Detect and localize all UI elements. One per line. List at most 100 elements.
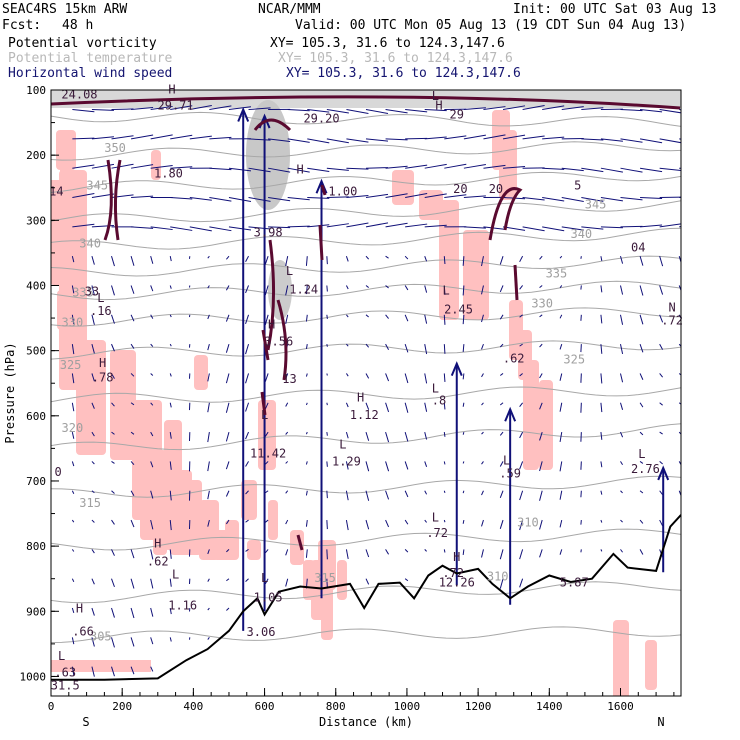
wind-arrow-256 [326,490,328,499]
wind-arrow-68 [130,343,135,349]
wind-arrow-243 [326,109,349,114]
wind-arrow-315 [404,285,409,291]
wind-arrow-380 [481,285,484,295]
wind-arrow-156 [207,637,210,640]
wind-arrow-447 [559,314,563,319]
wind-arrow-234 [305,344,308,350]
wind-arrow-500 [620,461,623,465]
wind-arrow-190 [245,548,249,552]
wind-arrow-493 [620,256,624,264]
wind-arrow-221 [285,461,289,464]
wind-arrow-139 [209,136,232,140]
wind-arrow-54 [111,519,115,525]
wind-arrow-239 [305,490,308,496]
wind-arrow-225 [285,578,289,587]
x-axis-label: Distance (km) [319,715,413,729]
wind-arrow-537 [679,138,681,140]
pv-label-3: 29.20 [303,112,339,126]
wind-arrow-510 [639,285,644,296]
wind-arrow-184 [245,373,250,384]
wind-arrow-210 [287,138,310,143]
wind-arrow-203 [264,431,269,437]
wind-arrow-191 [245,578,249,582]
pv-label-34: .8 [432,394,446,408]
wind-arrow-417 [519,402,524,407]
theta-label-9: 315 [314,571,336,585]
wind-arrow-282 [365,285,369,288]
wind-arrow-444 [561,226,584,231]
wind-arrow-47 [111,314,115,324]
wind-arrow-484 [600,461,603,468]
wind-arrow-308 [385,549,390,555]
wind-arrow-99 [150,666,154,672]
wind-arrow-490 [620,167,643,173]
theta-contour-4 [51,227,681,250]
wind-arrow-548 [678,461,681,466]
wind-arrow-424 [542,105,565,111]
theta-label-16: 345 [585,198,607,212]
y-tick-label-9: 1000 [20,670,47,683]
pv-label-58: 3.06 [247,625,276,639]
wind-arrow-164 [225,314,230,322]
wind-arrow-13 [71,490,75,494]
theta-label-1: 345 [86,179,108,193]
wind-arrow-46 [111,285,115,296]
pv-label-30: 13 [282,372,296,386]
pv-label-4: L [432,89,439,103]
wind-arrow-42 [111,163,134,169]
wind-arrow-20 [91,109,114,111]
wind-arrow-517 [639,490,644,494]
wind-arrow-352 [443,402,446,410]
wind-arrow-264 [346,222,369,228]
pv-contour-2 [266,239,288,381]
wind-arrow-506 [639,167,663,173]
theta-contour-9 [51,386,681,403]
wind-arrow-513 [639,373,644,380]
wind-arrow-368 [462,402,465,407]
pv-label-33: L [432,381,439,395]
wind-arrow-525 [659,256,664,267]
wind-arrow-416 [519,373,523,377]
pv-label-22: 2.45 [444,303,473,317]
pv-label-32: 1.12 [350,408,379,422]
pv-label-31: H [357,390,364,404]
wind-arrow-295 [385,165,408,169]
wind-arrow-453 [559,490,563,500]
wind-arrow-201 [264,373,269,382]
wind-arrow-33 [91,490,95,494]
wind-arrow-241 [305,549,308,558]
wind-arrow-488 [620,109,643,112]
wind-arrow-10 [71,402,75,412]
wind-arrow-109 [169,373,172,377]
y-tick-label-3: 400 [26,279,46,292]
wind-arrow-379 [481,256,484,267]
wind-arrow-0 [72,109,95,113]
wind-arrow-117 [169,607,172,615]
wind-arrow-297 [385,222,408,228]
wind-arrow-404 [499,519,504,529]
wind-arrow-163 [225,285,230,291]
pv-label-29: .78 [92,370,114,384]
wind-arrow-85 [150,256,154,264]
wind-arrow-273 [345,490,349,501]
wind-arrow-543 [678,314,681,320]
wind-arrow-390 [502,105,526,111]
wind-arrow-93 [150,490,154,499]
wind-arrow-402 [499,461,504,467]
wind-arrow-143 [207,255,210,259]
wind-arrow-178 [248,197,271,202]
wind-arrow-169 [225,461,230,470]
pv-label-10: 1.00 [328,185,357,199]
wind-arrow-292 [365,578,370,585]
field-xy-wind: XY= 105.3, 31.6 to 124.3,147.6 [286,66,521,81]
wind-arrow-383 [481,373,484,378]
wind-arrow-475 [600,197,623,202]
wind-arrow-148 [207,402,210,413]
wind-arrow-16 [71,578,75,583]
wind-arrow-479 [600,314,603,324]
theta-label-11: 340 [570,227,592,241]
wind-arrow-376 [483,164,506,169]
wind-arrow-101 [170,134,193,140]
wind-arrow-227 [307,138,330,144]
wind-arrow-167 [225,402,230,413]
